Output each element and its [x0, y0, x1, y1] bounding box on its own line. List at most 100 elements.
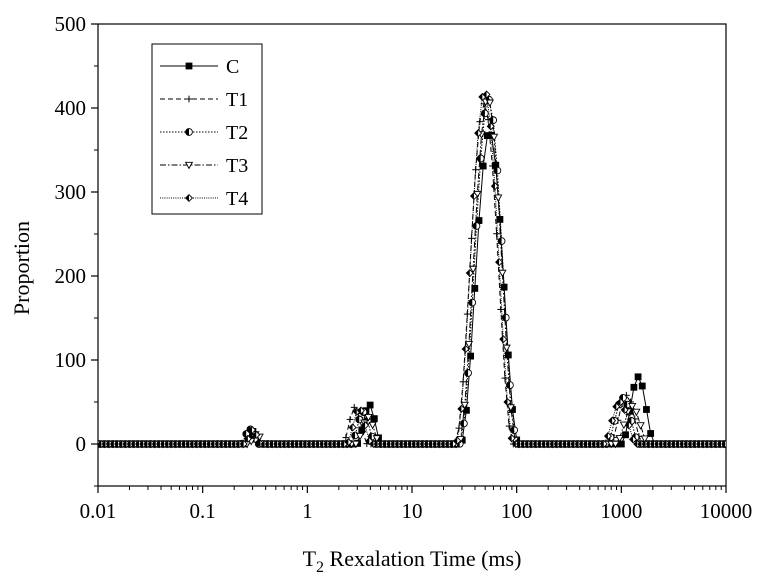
data-point [506, 404, 515, 412]
data-point [495, 258, 504, 267]
data-point [611, 440, 620, 449]
data-point [476, 154, 485, 163]
data-point [510, 426, 519, 434]
data-point [721, 439, 726, 449]
data-point [465, 269, 474, 278]
data-point [361, 421, 370, 430]
data-point [501, 374, 509, 382]
data-point [505, 422, 513, 430]
legend-label-t3: T3 [226, 155, 248, 177]
data-point [457, 404, 466, 413]
y-tick-label: 500 [55, 12, 87, 36]
legend-marker-t1 [185, 95, 193, 103]
data-point [599, 439, 608, 448]
data-series [98, 90, 726, 449]
legend-box [151, 43, 263, 215]
data-point [463, 406, 470, 414]
data-point [638, 382, 646, 390]
data-point [615, 435, 624, 443]
data-point [248, 425, 257, 435]
data-point [472, 222, 481, 230]
data-point [479, 162, 487, 170]
data-point [364, 414, 373, 422]
data-point [372, 435, 381, 443]
data-point [640, 435, 649, 444]
data-point [629, 435, 638, 444]
data-point [471, 284, 479, 292]
data-point [643, 406, 650, 413]
data-point [492, 161, 500, 169]
data-point [490, 182, 499, 191]
data-point [480, 109, 489, 118]
data-point [620, 405, 629, 414]
legend-marker-t2 [185, 128, 193, 136]
data-point [356, 406, 365, 415]
data-point [493, 230, 500, 238]
data-point [239, 439, 248, 449]
x-tick-label: 0.1 [190, 499, 216, 523]
data-point [355, 415, 364, 424]
data-point [468, 265, 478, 274]
data-point [623, 400, 632, 409]
x-tick-label: 1000 [600, 499, 642, 523]
x-axis-title-rest: Rexalation Time (ms) [324, 546, 521, 571]
legend: C T1 T2 T3 T4 [151, 43, 263, 215]
legend-label-c: C [226, 56, 239, 78]
data-point [346, 416, 354, 423]
data-point [468, 298, 477, 307]
data-point [624, 421, 633, 430]
y-tick-label: 100 [55, 348, 87, 372]
data-point [467, 352, 475, 360]
data-point [494, 194, 503, 203]
data-point [468, 234, 475, 242]
data-point [608, 416, 617, 425]
data-point [630, 383, 638, 391]
data-point [460, 401, 469, 410]
data-point [622, 431, 629, 439]
data-point [632, 408, 641, 417]
data-point [366, 401, 374, 409]
data-point [486, 122, 495, 131]
data-point [482, 90, 491, 99]
data-point [475, 217, 483, 224]
y-tick-label: 400 [55, 96, 87, 120]
data-point [501, 313, 510, 322]
data-point [469, 191, 478, 201]
x-axis-title: T2 Rexalation Time (ms) [303, 546, 522, 576]
data-point [370, 415, 378, 423]
data-point [342, 434, 350, 441]
data-point [488, 162, 496, 170]
data-point [616, 398, 625, 407]
data-point [472, 166, 480, 174]
data-point [351, 440, 361, 449]
data-point [617, 440, 625, 448]
legend-label-t4: T4 [226, 188, 248, 210]
y-tick-label: 200 [55, 264, 87, 288]
y-axis-title: Proportion [9, 221, 34, 315]
y-axis: 0 100 200 300 400 500 [55, 12, 98, 487]
legend-marker-t4 [184, 193, 194, 203]
data-point [344, 438, 353, 447]
data-point [483, 132, 491, 139]
data-point [461, 344, 470, 354]
data-point [493, 166, 502, 175]
legend-marker-c [185, 62, 193, 70]
data-point [489, 133, 499, 142]
data-point [453, 436, 462, 445]
data-point [725, 443, 726, 445]
x-tick-label: 10000 [700, 499, 753, 523]
data-point [499, 335, 508, 344]
data-point [243, 434, 252, 443]
data-point [350, 403, 358, 411]
data-point [507, 434, 516, 443]
data-point [634, 373, 642, 381]
legend-label-t1: T1 [226, 89, 248, 111]
data-point [647, 430, 655, 437]
x-tick-label: 100 [501, 499, 533, 523]
data-point [252, 430, 261, 439]
x-tick-label: 0.01 [80, 499, 117, 523]
series-t4 [98, 90, 726, 449]
data-point [448, 439, 458, 449]
x-tick-label: 1 [302, 499, 313, 523]
data-point [502, 344, 511, 353]
